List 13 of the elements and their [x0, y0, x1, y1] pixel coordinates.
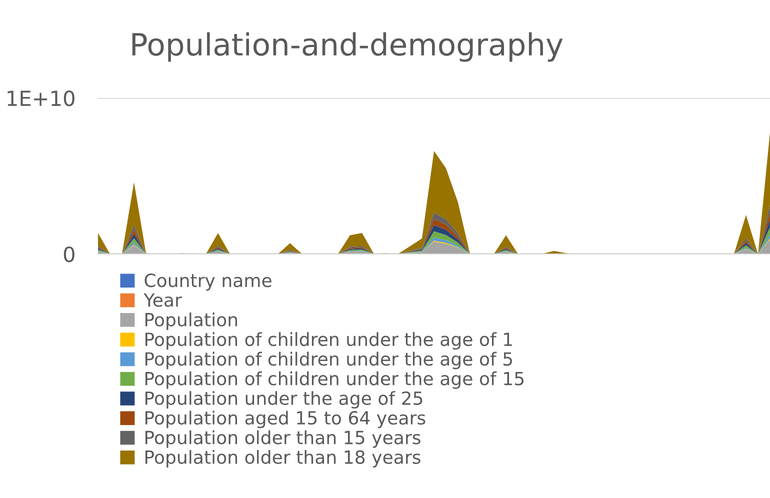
- legend-label: Year: [144, 293, 182, 307]
- chart-title: Population-and-demography: [132, 32, 563, 62]
- legend-label: Population of children under the age of 5: [145, 352, 512, 370]
- legend-label: Population of children under the age of 1: [145, 332, 512, 350]
- legend-label: Population older than 15 years: [145, 430, 420, 448]
- legend-label: Population aged 15 to 64 years: [145, 410, 426, 428]
- legend-label: Population older than 18 years: [145, 450, 420, 468]
- legend-label: Population of children under the age of 15: [145, 371, 524, 389]
- legend-label: Population under the age of 25: [145, 391, 422, 409]
- y-tick-label: 1E+10: [8, 90, 74, 106]
- legend-label: Country name: [144, 274, 272, 291]
- legend-label: Population: [145, 312, 238, 330]
- y-tick-label: 0: [64, 246, 74, 262]
